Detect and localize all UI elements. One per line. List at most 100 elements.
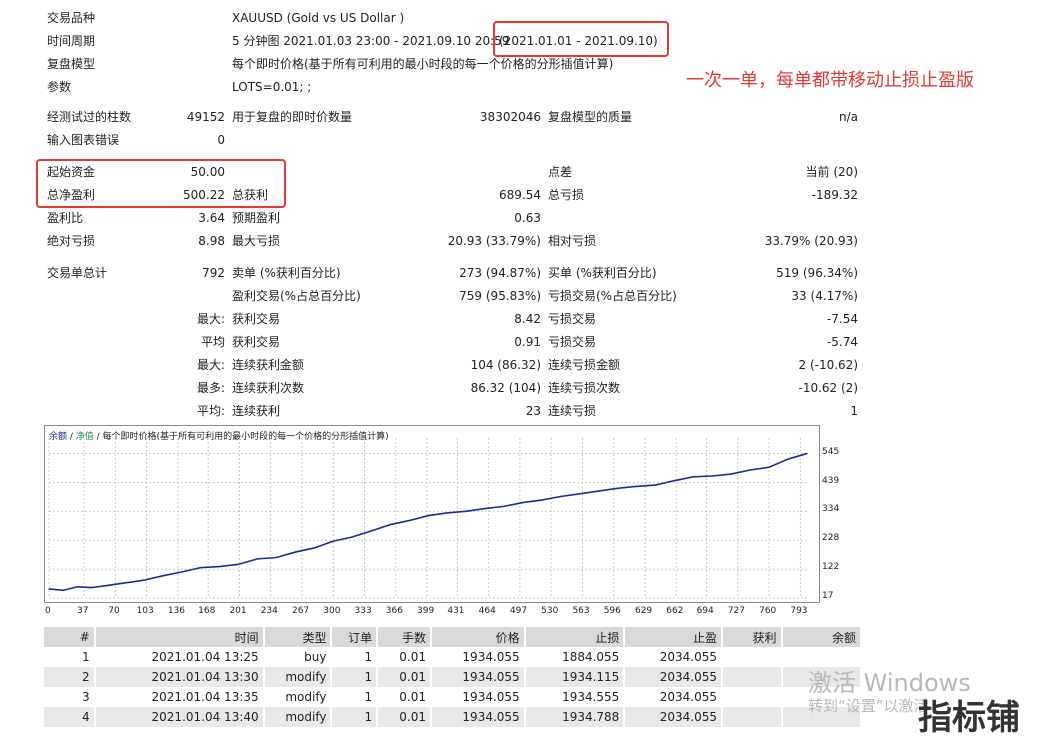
cell [781, 647, 863, 667]
short-label: 卖单 (%获利百分比) [232, 266, 341, 280]
balance-point [465, 510, 467, 512]
cell: 2021.01.04 13:30 [94, 667, 265, 687]
legend-text: / 每个即时价格(基于所有可利用的最小时段的每一个价格的分形插值计算) [93, 432, 389, 442]
cell [721, 647, 783, 667]
cell: 4 [44, 707, 96, 727]
grossprofit-value: 689.54 [499, 188, 541, 202]
ticks-label: 用于复盘的即时价数量 [232, 110, 353, 124]
y-tick-label: 545 [822, 446, 840, 457]
cell: 2034.055 [624, 647, 723, 667]
most-cw-label: 连续获利次数 [232, 381, 305, 395]
x-tick-label: 168 [198, 606, 216, 616]
chart-plot [48, 438, 808, 599]
avgc-l-value: 1 [850, 404, 858, 418]
x-tick-label: 136 [167, 606, 186, 616]
balance-point [806, 452, 808, 455]
balance-point [522, 501, 524, 504]
cell: 2034.055 [624, 687, 723, 707]
symbol-value: XAUUSD (Gold vs US Dollar ) [232, 11, 405, 25]
netprofit-value: 500.22 [183, 188, 225, 202]
col-lots: 手数 [377, 627, 432, 647]
short-value: 273 (94.87%) [459, 266, 541, 280]
x-tick-label: 596 [603, 606, 621, 616]
balance-point [370, 530, 372, 532]
avg-loss-value: -5.74 [826, 335, 858, 349]
col-tp: 止盈 [624, 627, 723, 647]
cell: 1 [331, 667, 379, 687]
balance-line [48, 452, 808, 592]
long-value: 519 (96.34%) [776, 266, 858, 280]
largest-label: 最大: [196, 312, 225, 326]
x-tick-label: 563 [572, 606, 590, 616]
model-value: 每个即时价格(基于所有可利用的最小时段的每一个价格的分形插值计算) [232, 57, 614, 71]
balance-point [48, 588, 50, 590]
col-type: 类型 [263, 627, 333, 647]
x-tick-label: 497 [509, 606, 528, 616]
expected-value: 0.63 [514, 211, 541, 225]
x-tick-label: 366 [385, 606, 403, 616]
most-consec-label: 最多: [196, 381, 225, 395]
x-tick-label: 333 [354, 606, 372, 616]
x-tick-label: 629 [634, 606, 653, 616]
cell: 1934.055 [430, 707, 526, 727]
period-value: 5 分钟图 2021.01.03 23:00 - 2021.09.10 20:5… [232, 34, 510, 48]
balance-point [332, 540, 334, 542]
balance-point [616, 487, 619, 489]
grossloss-label: 总亏损 [548, 188, 585, 202]
balance-point [484, 507, 486, 510]
largest-loss-label: 亏损交易 [548, 312, 597, 326]
cell: 2021.01.04 13:40 [94, 707, 265, 727]
deposit-value: 50.00 [190, 165, 225, 179]
cell: 0.01 [377, 647, 432, 667]
absdd-value: 8.98 [198, 234, 225, 248]
brand-watermark: 指标铺 [918, 698, 1020, 738]
loss-value: 33 (4.17%) [791, 289, 858, 303]
balance-point [275, 556, 277, 559]
cell [781, 707, 863, 727]
max-consec-label: 最大: [196, 358, 225, 372]
most-cl-value: -10.62 (2) [798, 381, 859, 395]
orders-table: # 时间 类型 订单 手数 价格 止损 止盈 获利 余额 1 2021.01.0… [44, 627, 863, 727]
total-value: 792 [202, 266, 225, 280]
col-price: 价格 [430, 627, 526, 647]
balance-point [76, 586, 79, 588]
x-tick-label: 267 [291, 606, 310, 616]
maxdd-label: 最大亏损 [232, 234, 281, 248]
cell: 1 [331, 647, 379, 667]
table-row: 1 2021.01.04 13:25 buy 1 0.01 1934.055 1… [44, 647, 863, 667]
cell [781, 687, 863, 707]
quality-label: 复盘模型的质量 [548, 110, 633, 124]
max-cl-value: 2 (-10.62) [798, 358, 859, 372]
balance-point [408, 519, 410, 522]
avg-loss-label: 亏损交易 [548, 335, 597, 349]
cell: 1 [331, 707, 379, 727]
legend-balance: 余额 [49, 432, 68, 442]
long-label: 买单 (%获利百分比) [548, 266, 657, 280]
balance-point [541, 499, 543, 501]
reldd-label: 相对亏损 [548, 234, 597, 248]
balance-point [692, 476, 694, 478]
col-sl: 止损 [524, 627, 626, 647]
cell: 1934.055 [430, 667, 526, 687]
balance-point [91, 587, 93, 589]
absdd-label: 绝对亏损 [47, 234, 96, 248]
deposit-profit-highlight-box [36, 159, 286, 208]
windows-activation-hint: 转到“设置”以激活 [808, 697, 929, 715]
cell: modify [263, 707, 333, 727]
balance-point [162, 575, 164, 577]
cell: 1 [44, 647, 96, 667]
cell: 1934.555 [524, 687, 626, 707]
balance-point [62, 589, 64, 591]
col-balance: 余额 [781, 627, 863, 647]
avgc-w-value: 23 [525, 404, 541, 418]
bars-value: 49152 [186, 110, 225, 124]
cell: 1934.115 [524, 667, 626, 687]
avg-label: 平均 [200, 335, 225, 349]
grossloss-value: -189.32 [811, 188, 858, 202]
cell: 2034.055 [624, 707, 723, 727]
legend-sep: / [67, 432, 76, 442]
spread-label: 点差 [548, 165, 573, 179]
cell: 1934.788 [524, 707, 626, 727]
symbol-label: 交易品种 [47, 11, 96, 25]
x-tick-label: 760 [759, 606, 777, 616]
